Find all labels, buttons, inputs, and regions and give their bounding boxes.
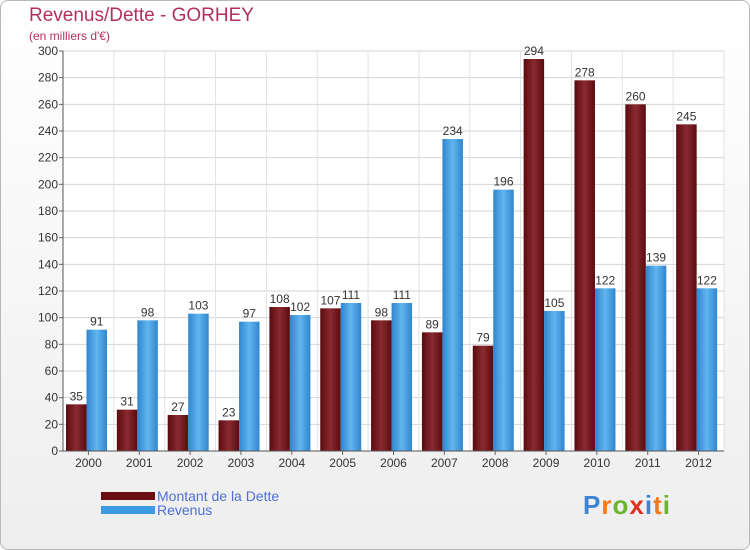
- data-label-debt: 107: [320, 293, 340, 307]
- data-label-debt: 260: [626, 89, 646, 103]
- bar-revenus: [544, 311, 565, 451]
- bar-debt: [320, 308, 341, 451]
- x-tick-label: 2008: [482, 456, 509, 470]
- legend-swatch-debt: [101, 492, 155, 500]
- data-label-debt: 294: [524, 44, 544, 58]
- bar-revenus: [239, 321, 260, 451]
- bar-debt: [625, 104, 646, 451]
- x-tick-label: 2005: [329, 456, 356, 470]
- bar-debt: [218, 420, 240, 451]
- bar-debt: [116, 409, 138, 451]
- x-tick-label: 2004: [278, 456, 305, 470]
- bar-revenus: [340, 303, 362, 451]
- y-tick-label: 120: [38, 284, 58, 298]
- data-label-revenus: 98: [141, 305, 155, 319]
- bar-debt: [523, 59, 545, 451]
- legend-item-revenus: Revenus: [101, 502, 212, 518]
- logo-letter: x: [629, 490, 645, 520]
- bar-debt: [574, 80, 595, 451]
- bar-revenus: [442, 139, 463, 451]
- data-label-debt: 98: [375, 305, 389, 319]
- y-tick-label: 180: [38, 204, 58, 218]
- y-tick-label: 100: [38, 311, 58, 325]
- bar-revenus: [391, 303, 413, 451]
- bar-revenus: [137, 320, 158, 451]
- data-label-revenus: 111: [342, 288, 361, 302]
- data-label-revenus: 111: [393, 288, 412, 302]
- legend-item-debt: Montant de la Dette: [101, 488, 279, 504]
- bar-debt: [269, 307, 290, 451]
- x-tick-label: 2011: [635, 456, 661, 470]
- bar-debt: [472, 345, 494, 451]
- data-label-revenus: 122: [595, 273, 615, 287]
- data-label-revenus: 91: [90, 315, 104, 329]
- data-label-debt: 35: [70, 389, 84, 403]
- x-tick-label: 2002: [177, 456, 204, 470]
- bar-revenus: [696, 288, 718, 451]
- chart-title: Revenus/Dette - GORHEY: [29, 5, 254, 26]
- y-tick-label: 140: [38, 257, 58, 271]
- bar-debt: [371, 320, 392, 451]
- bar-revenus: [188, 313, 209, 451]
- logo-letter: i: [644, 490, 654, 520]
- bar-revenus: [493, 189, 514, 451]
- x-tick-label: 2009: [533, 456, 560, 470]
- x-tick-label: 2001: [126, 456, 153, 470]
- y-tick-label: 80: [45, 337, 59, 351]
- data-label-debt: 27: [171, 400, 185, 414]
- chart-subtitle: (en milliers d'€): [29, 29, 110, 43]
- data-label-revenus: 97: [243, 307, 257, 321]
- bar-debt: [66, 404, 87, 451]
- y-tick-label: 260: [38, 97, 58, 111]
- legend-swatch-revenus: [101, 506, 155, 514]
- y-tick-label: 40: [45, 391, 59, 405]
- logo-letter: P: [583, 490, 602, 520]
- y-tick-label: 20: [45, 417, 59, 431]
- bar-debt: [676, 124, 697, 451]
- data-label-debt: 31: [120, 395, 134, 409]
- y-tick-label: 200: [38, 177, 58, 191]
- x-tick-label: 2012: [685, 456, 712, 470]
- data-label-revenus: 103: [188, 299, 208, 313]
- y-tick-label: 60: [45, 364, 59, 378]
- bar-revenus: [645, 265, 667, 451]
- data-label-revenus: 196: [494, 175, 514, 189]
- y-tick-label: 160: [38, 231, 58, 245]
- bar-debt: [167, 415, 189, 451]
- x-tick-label: 2003: [228, 456, 255, 470]
- bar-revenus: [594, 288, 616, 451]
- data-label-revenus: 139: [646, 251, 666, 265]
- data-label-revenus: 102: [290, 300, 310, 314]
- data-label-debt: 79: [476, 331, 490, 345]
- y-tick-label: 0: [51, 444, 58, 458]
- data-label-debt: 245: [676, 109, 696, 123]
- bar-revenus: [289, 315, 311, 451]
- x-tick-label: 2000: [75, 456, 102, 470]
- data-label-revenus: 122: [697, 273, 717, 287]
- x-tick-label: 2010: [584, 456, 611, 470]
- y-tick-label: 240: [38, 124, 58, 138]
- logo-letter: r: [601, 490, 613, 520]
- data-label-debt: 278: [575, 65, 595, 79]
- y-tick-label: 280: [38, 71, 58, 85]
- data-label-revenus: 105: [544, 296, 564, 310]
- y-tick-label: 220: [38, 151, 58, 165]
- data-label-debt: 89: [425, 317, 439, 331]
- data-label-debt: 108: [270, 292, 290, 306]
- legend-label-debt: Montant de la Dette: [157, 488, 280, 504]
- logo-letter: t: [653, 490, 663, 520]
- x-tick-label: 2007: [431, 456, 458, 470]
- legend-label-revenus: Revenus: [157, 502, 213, 518]
- y-tick-label: 300: [38, 44, 58, 58]
- logo-letter: o: [612, 490, 630, 520]
- x-tick-label: 2006: [380, 456, 407, 470]
- proxiti-logo: Proxiti: [583, 490, 671, 521]
- logo-letter: i: [662, 490, 671, 520]
- bar-revenus: [86, 329, 107, 451]
- bar-debt: [421, 332, 443, 451]
- data-label-debt: 23: [222, 405, 236, 419]
- data-label-revenus: 234: [443, 124, 463, 138]
